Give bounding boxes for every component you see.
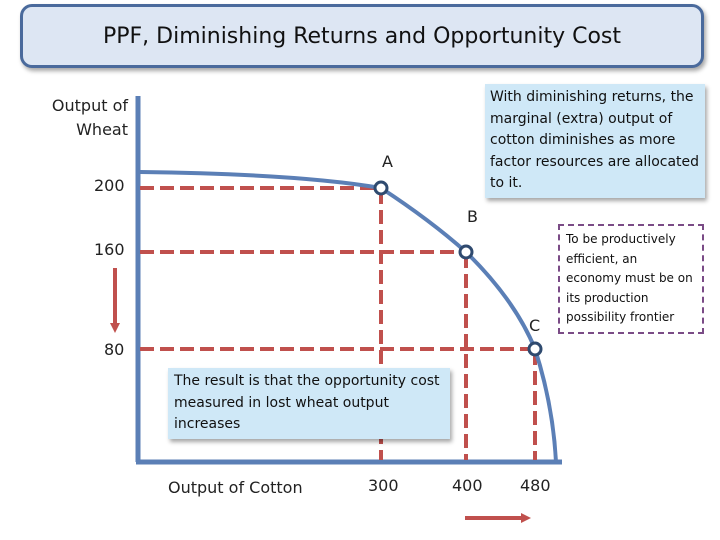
point-b xyxy=(458,244,474,260)
y-tick-160: 160 xyxy=(94,240,125,259)
productive-efficiency-note: To be productively efficient, an economy… xyxy=(558,224,704,334)
x-tick-300: 300 xyxy=(368,476,399,495)
y-axis-label: Output of Wheat xyxy=(51,96,128,139)
page-title: PPF, Diminishing Returns and Opportunity… xyxy=(20,4,704,68)
point-label-a: A xyxy=(382,152,393,171)
ppf-curve xyxy=(139,170,558,463)
point-label-c: C xyxy=(529,316,541,335)
point-label-b: B xyxy=(467,207,478,226)
x-tick-480: 480 xyxy=(520,476,551,495)
point-c xyxy=(527,341,543,357)
point-a xyxy=(373,180,389,196)
x-tick-400: 400 xyxy=(452,476,483,495)
x-axis-label: Output of Cotton xyxy=(168,478,303,497)
y-tick-80: 80 xyxy=(104,340,125,359)
diminishing-returns-note: With diminishing returns, the marginal (… xyxy=(485,84,705,198)
y-tick-200: 200 xyxy=(94,176,125,195)
opportunity-cost-note: The result is that the opportunity cost … xyxy=(168,368,450,439)
